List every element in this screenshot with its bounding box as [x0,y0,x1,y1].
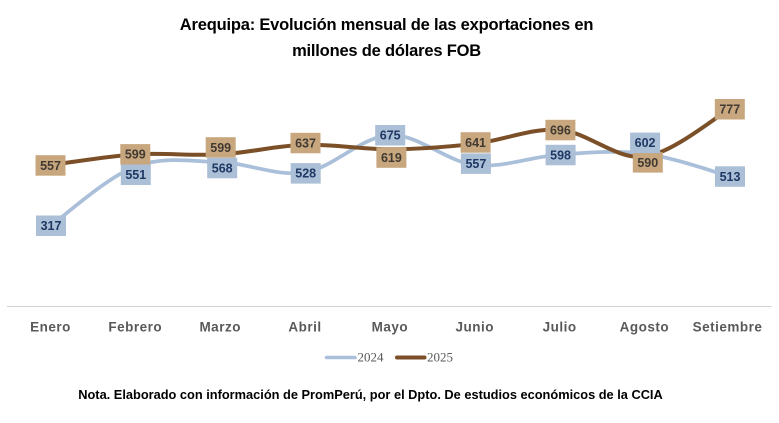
svg-text:777: 777 [719,103,740,117]
svg-text:Agosto: Agosto [620,320,670,335]
svg-text:602: 602 [635,136,656,150]
svg-text:696: 696 [550,124,571,138]
svg-text:Setiembre: Setiembre [693,320,763,335]
svg-text:513: 513 [720,170,741,184]
svg-text:557: 557 [465,157,486,171]
svg-text:599: 599 [125,148,146,162]
svg-text:2025: 2025 [427,350,453,365]
svg-text:568: 568 [212,161,233,175]
svg-text:557: 557 [40,159,61,173]
svg-text:619: 619 [381,151,402,165]
svg-text:Abril: Abril [288,320,321,335]
svg-text:528: 528 [295,167,316,181]
svg-text:Marzo: Marzo [199,320,241,335]
svg-text:675: 675 [380,129,401,143]
svg-text:641: 641 [465,136,486,150]
svg-text:598: 598 [550,149,571,163]
svg-text:599: 599 [210,141,231,155]
svg-text:Mayo: Mayo [372,320,409,335]
svg-text:637: 637 [295,136,316,150]
svg-text:Enero: Enero [30,320,71,335]
svg-text:Febrero: Febrero [108,320,162,335]
svg-text:2024: 2024 [358,350,385,365]
svg-text:551: 551 [125,168,146,182]
svg-text:Junio: Junio [456,320,495,335]
svg-text:317: 317 [41,219,62,233]
svg-text:590: 590 [637,156,658,170]
svg-text:Julio: Julio [543,320,577,335]
